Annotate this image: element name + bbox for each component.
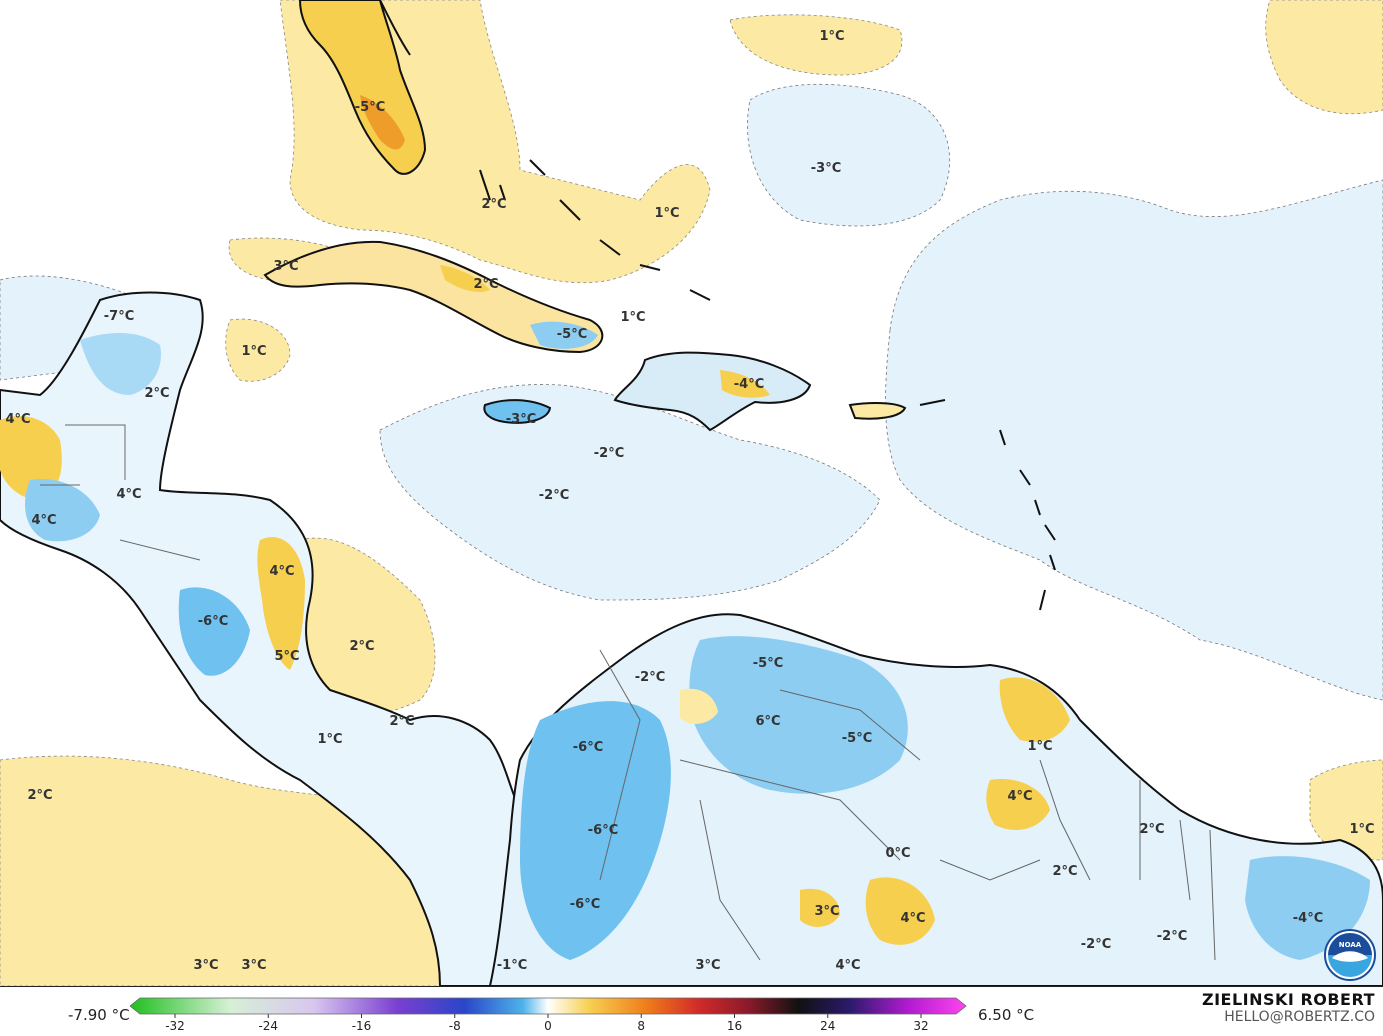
temperature-anomaly-map: 1°C -5°C -3°C 2°C 1°C 3°C 2°C -7°C 1°C -5°C 1°C -4°… bbox=[0, 0, 1383, 986]
temperature-label: -4°C bbox=[1293, 911, 1323, 926]
scale-tick-label: 32 bbox=[913, 1019, 928, 1033]
scale-tick-label: -16 bbox=[352, 1019, 372, 1033]
temperature-label: 3°C bbox=[814, 904, 839, 919]
temperature-label: -6°C bbox=[588, 823, 618, 838]
author-email[interactable]: HELLO@ROBERTZ.CO bbox=[1224, 1009, 1375, 1025]
temperature-label: 2°C bbox=[473, 277, 498, 292]
scale-tick-label: -8 bbox=[449, 1019, 461, 1033]
temperature-label: 1°C bbox=[241, 344, 266, 359]
temperature-label: 1°C bbox=[1349, 822, 1374, 837]
temperature-label: 2°C bbox=[144, 386, 169, 401]
scale-tick-label: -32 bbox=[165, 1019, 185, 1033]
temperature-label: -2°C bbox=[594, 446, 624, 461]
florida bbox=[298, 0, 427, 175]
temperature-label: -5°C bbox=[842, 731, 872, 746]
scale-tick-label: 0 bbox=[544, 1019, 552, 1033]
cuba bbox=[263, 240, 604, 354]
scale-tick-label: 24 bbox=[820, 1019, 835, 1033]
temperature-label: 2°C bbox=[27, 788, 52, 803]
temperature-label: 2°C bbox=[1052, 864, 1077, 879]
temperature-label: -2°C bbox=[539, 488, 569, 503]
author-name: ZIELINSKI ROBERT bbox=[1201, 990, 1375, 1009]
temperature-label: -7°C bbox=[104, 309, 134, 324]
small-islands bbox=[479, 159, 1056, 611]
temperature-label: -1°C bbox=[497, 958, 527, 973]
temperature-label: -2°C bbox=[635, 670, 665, 685]
noaa-logo-text: NOAA bbox=[1339, 941, 1362, 949]
temperature-label: -3°C bbox=[506, 412, 536, 427]
scale-tick-label: 8 bbox=[637, 1019, 645, 1033]
scale-tick-label: 16 bbox=[727, 1019, 742, 1033]
author-credit: ZIELINSKI ROBERT HELLO@ROBERTZ.CO bbox=[1202, 990, 1375, 1025]
temperature-label: -6°C bbox=[198, 614, 228, 629]
central-america bbox=[0, 291, 526, 986]
temperature-label: -6°C bbox=[573, 740, 603, 755]
temperature-label: 3°C bbox=[241, 958, 266, 973]
legend-max-label: 6.50 °C bbox=[978, 1006, 1035, 1024]
temperature-label: 4°C bbox=[1007, 789, 1032, 804]
temperature-label: -6°C bbox=[570, 897, 600, 912]
temperature-label: 1°C bbox=[317, 732, 342, 747]
temperature-label: 1°C bbox=[1027, 739, 1052, 754]
color-scale: -32 -24 -16 -8 0 8 16 24 32 bbox=[130, 997, 967, 1033]
temperature-label: -5°C bbox=[355, 100, 385, 115]
temperature-labels: 1°C -5°C -3°C 2°C 1°C 3°C 2°C -7°C 1°C -5°C 1°C -4°… bbox=[5, 29, 1374, 973]
temperature-label: -2°C bbox=[1081, 937, 1111, 952]
temperature-label: -4°C bbox=[734, 377, 764, 392]
hispaniola bbox=[613, 351, 812, 432]
temperature-label: -5°C bbox=[753, 656, 783, 671]
temperature-label: 3°C bbox=[695, 958, 720, 973]
temperature-label: 2°C bbox=[1139, 822, 1164, 837]
temperature-label: 4°C bbox=[269, 564, 294, 579]
temperature-label: 2°C bbox=[481, 197, 506, 212]
temperature-label: -2°C bbox=[1157, 929, 1187, 944]
temperature-label: 0°C bbox=[885, 846, 910, 861]
temperature-label: 4°C bbox=[5, 412, 30, 427]
temperature-label: 1°C bbox=[620, 310, 645, 325]
temperature-label: 4°C bbox=[116, 487, 141, 502]
temperature-label: -5°C bbox=[557, 327, 587, 342]
temperature-label: 4°C bbox=[835, 958, 860, 973]
scale-tick-label: -24 bbox=[258, 1019, 278, 1033]
temperature-label: 5°C bbox=[274, 649, 299, 664]
color-scale-bar bbox=[130, 997, 967, 1015]
temperature-label: -3°C bbox=[811, 161, 841, 176]
temperature-label: 4°C bbox=[900, 911, 925, 926]
jamaica bbox=[483, 399, 552, 424]
temperature-label: 1°C bbox=[819, 29, 844, 44]
temperature-label: 2°C bbox=[389, 714, 414, 729]
south-america bbox=[488, 613, 1383, 986]
temperature-label: 6°C bbox=[755, 714, 780, 729]
noaa-logo: NOAA bbox=[1324, 929, 1376, 981]
legend-min-label: -7.90 °C bbox=[68, 1006, 130, 1024]
temperature-label: 4°C bbox=[31, 513, 56, 528]
temperature-label: 3°C bbox=[193, 958, 218, 973]
country-borders bbox=[40, 424, 1216, 961]
temperature-label: 1°C bbox=[654, 206, 679, 221]
puerto-rico bbox=[848, 402, 907, 420]
temperature-label: 2°C bbox=[349, 639, 374, 654]
temperature-label: 3°C bbox=[273, 259, 298, 274]
